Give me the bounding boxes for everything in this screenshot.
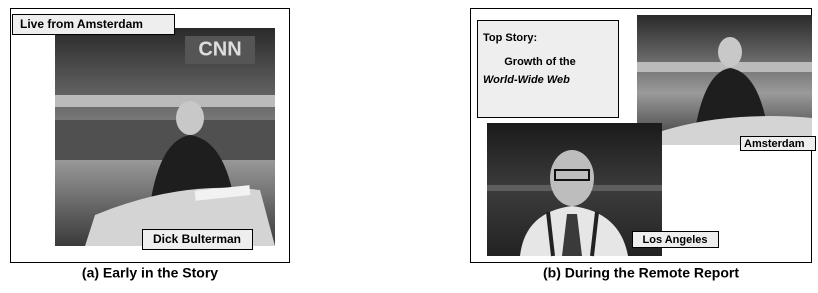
top-story-line: Growth of the [504, 56, 576, 68]
top-story-heading: Top Story: [483, 32, 537, 44]
caption: (b) During the Remote Report [543, 265, 739, 281]
overlay-label: Live from Amsterdam [20, 17, 143, 31]
figure: CNN Live from Amsterdam Dick Bulterman (… [0, 0, 818, 288]
video-amsterdam [637, 15, 812, 145]
top-story-line: World-Wide Web [483, 74, 570, 86]
video-label: Los Angeles [643, 234, 708, 246]
video-amsterdam-main: CNN [55, 28, 275, 246]
svg-text:CNN: CNN [198, 38, 241, 60]
video-label: Amsterdam [744, 138, 805, 150]
caption: (a) Early in the Story [82, 265, 218, 281]
name-label: Dick Bulterman [153, 232, 241, 246]
panel-b: Top Story: Growth of the World-Wide Web … [471, 9, 816, 281]
panel-a: CNN Live from Amsterdam Dick Bulterman (… [11, 9, 290, 281]
